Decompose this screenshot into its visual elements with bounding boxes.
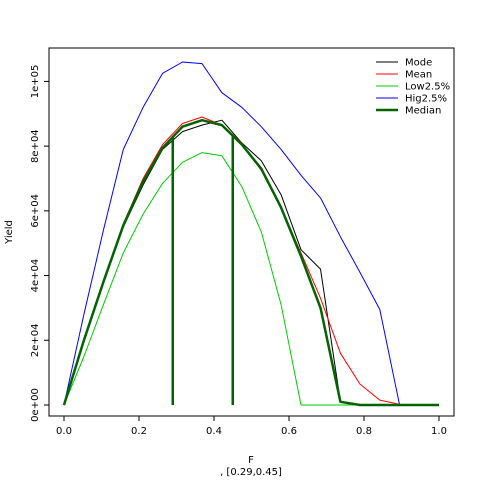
series-layer [62, 61, 439, 407]
x-tick-label: 0.6 [281, 426, 297, 437]
y-tick-label: 8e+04 [30, 129, 41, 163]
legend-label: Mode [405, 58, 432, 69]
y-tick-label: 4e+04 [30, 259, 41, 293]
plot-frame [48, 47, 455, 417]
series-line-hig2-5- [63, 61, 439, 406]
x-axis-subtitle: , [0.29,0.45] [220, 467, 282, 478]
vline-layer [171, 134, 234, 405]
y-tick-label: 0e+00 [30, 388, 41, 422]
legend-label: Mean [405, 70, 432, 81]
x-tick-label: 0.2 [131, 426, 147, 437]
y-tick-label: 6e+04 [30, 194, 41, 228]
x-tick-label: 0.0 [56, 426, 72, 437]
y-axis-title: Yield [4, 220, 15, 245]
x-axis: 0.0 0.2 0.4 0.6 0.8 1.0 [56, 416, 447, 437]
x-axis-title: F [248, 455, 254, 466]
series-line-low2-5- [63, 152, 439, 406]
series-line-median [62, 118, 439, 407]
x-tick-label: 0.8 [356, 426, 372, 437]
legend-label: Hig2.5% [405, 94, 447, 105]
legend-label: Median [405, 106, 441, 117]
x-tick-label: 0.4 [206, 426, 222, 437]
legend-label: Low2.5% [405, 82, 450, 93]
y-axis: 0e+00 2e+04 4e+04 6e+04 8e+04 1e+05 [30, 65, 49, 422]
x-tick-label: 1.0 [431, 426, 447, 437]
y-tick-label: 1e+05 [30, 65, 41, 99]
y-tick-label: 2e+04 [30, 323, 41, 357]
